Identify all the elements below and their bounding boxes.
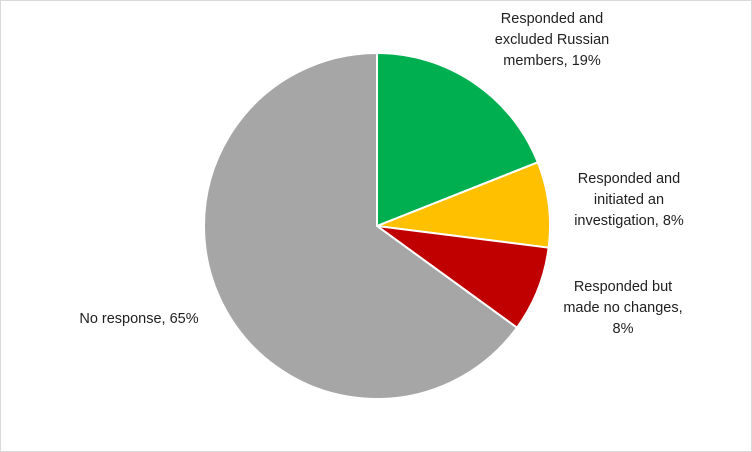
data-label-responded-and-excluded-russian-members: Responded and excluded Russian members, 19…	[495, 11, 609, 69]
pie-slice-responded-and-excluded-russian-members	[376, 51, 540, 228]
data-label-responded-but-made-no-changes: Responded but made no changes, 8%	[563, 279, 682, 337]
pie-labels: Responded and excluded Russian members, 19…	[79, 11, 684, 337]
pie-slice-no-response	[203, 51, 519, 400]
data-label-responded-and-initiated-an-investigation: Responded and initiated an investigation, …	[574, 171, 684, 229]
data-label-no-response: No response, 65%	[79, 311, 198, 327]
pie-slices	[203, 51, 551, 400]
